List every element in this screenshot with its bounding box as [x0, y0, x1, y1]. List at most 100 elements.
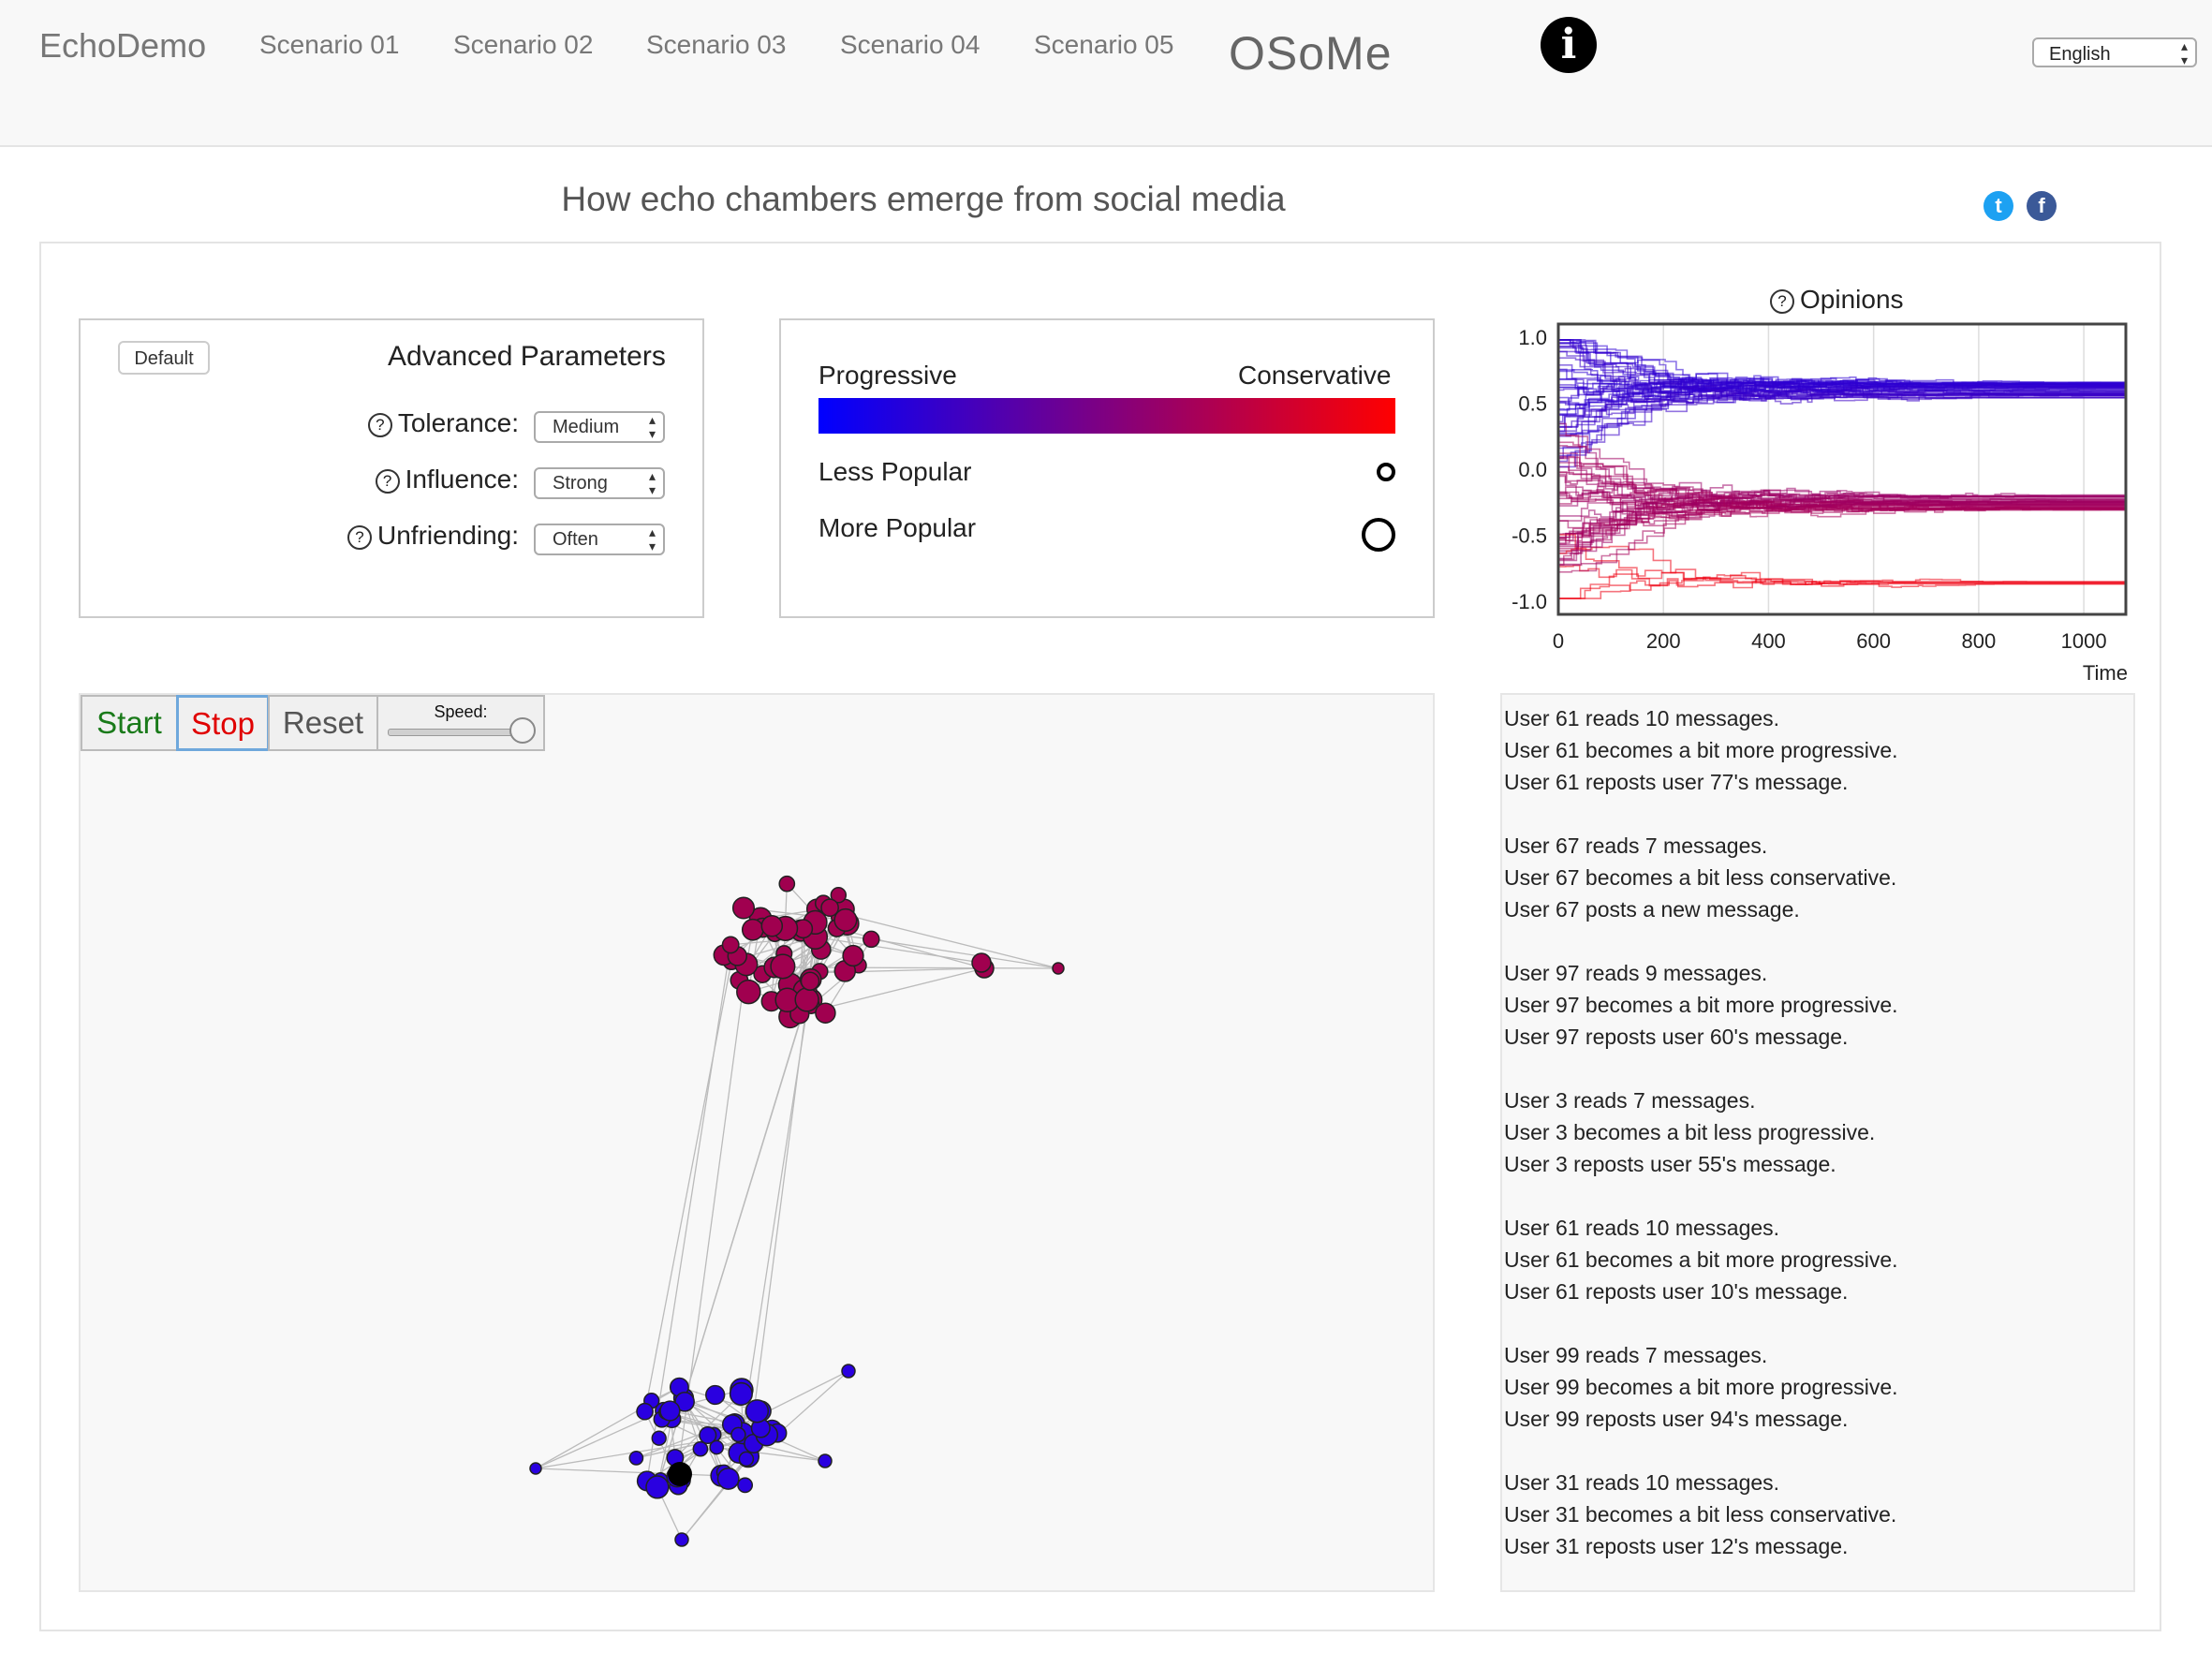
- network-node[interactable]: [659, 1400, 681, 1422]
- main-container: [39, 242, 2161, 1631]
- log-line: User 61 becomes a bit more progressive.: [1504, 1247, 1898, 1272]
- x-tick-label: 1000: [2061, 629, 2107, 653]
- influence-select[interactable]: Strong ▴ ▾: [534, 467, 665, 499]
- network-node[interactable]: [636, 1402, 654, 1421]
- network-node[interactable]: [731, 896, 756, 920]
- unfriending-select[interactable]: Often ▴ ▾: [534, 524, 665, 555]
- help-icon[interactable]: ?: [347, 525, 373, 550]
- help-icon[interactable]: ?: [367, 413, 392, 437]
- facebook-icon[interactable]: f: [2027, 191, 2057, 221]
- brand-link[interactable]: EchoDemo: [39, 26, 207, 65]
- network-node[interactable]: [692, 1440, 709, 1457]
- log-line: User 3 becomes a bit less progressive.: [1504, 1120, 1876, 1144]
- nav-scenario-03[interactable]: Scenario 03: [646, 30, 787, 59]
- network-node[interactable]: [741, 918, 764, 941]
- nav-scenario-02[interactable]: Scenario 02: [453, 30, 594, 59]
- default-button[interactable]: Default: [118, 341, 210, 375]
- log-spacer: [1504, 1053, 2133, 1084]
- nav-scenario-05[interactable]: Scenario 05: [1034, 30, 1174, 59]
- influence-value: Strong: [553, 473, 608, 494]
- network-graph[interactable]: [81, 695, 1433, 1590]
- network-node[interactable]: [971, 952, 992, 973]
- opinion-gradient-bar: [818, 398, 1395, 434]
- help-icon[interactable]: ?: [1770, 289, 1794, 314]
- network-node[interactable]: [1052, 962, 1065, 975]
- opinion-series-line: [1558, 471, 2126, 514]
- network-edge: [644, 961, 732, 1412]
- network-node[interactable]: [815, 1002, 836, 1024]
- network-node[interactable]: [705, 1384, 726, 1406]
- log-line: User 61 becomes a bit more progressive.: [1504, 738, 1898, 762]
- x-tick-label: 0: [1553, 629, 1564, 653]
- network-node[interactable]: [730, 1426, 746, 1443]
- selected-node[interactable]: [668, 1462, 692, 1486]
- tolerance-label: Tolerance:: [397, 408, 519, 437]
- network-node[interactable]: [674, 1391, 695, 1412]
- nav-scenario-04[interactable]: Scenario 04: [840, 30, 981, 59]
- reset-button[interactable]: Reset: [268, 695, 378, 751]
- network-node[interactable]: [645, 1475, 670, 1499]
- network-node[interactable]: [820, 898, 839, 918]
- network-node[interactable]: [841, 1364, 856, 1379]
- network-node[interactable]: [778, 875, 796, 893]
- log-line: User 31 becomes a bit less conservative.: [1504, 1502, 1897, 1527]
- network-edge: [535, 1409, 664, 1469]
- network-node[interactable]: [760, 914, 784, 937]
- network-edge: [815, 936, 982, 964]
- log-line: User 67 becomes a bit less conservative.: [1504, 865, 1897, 890]
- network-node[interactable]: [770, 953, 796, 980]
- navbar: EchoDemo Scenario 01 Scenario 02 Scenari…: [0, 0, 2212, 147]
- twitter-icon[interactable]: t: [1983, 191, 2013, 221]
- log-spacer: [1504, 798, 2133, 830]
- network-node[interactable]: [721, 936, 740, 954]
- network-edge: [845, 914, 1059, 969]
- x-tick-label: 200: [1646, 629, 1681, 653]
- network-node[interactable]: [863, 930, 880, 949]
- opinion-series-line: [1558, 390, 2126, 432]
- network-edge: [646, 944, 731, 1482]
- network-edge: [674, 1393, 742, 1459]
- x-tick-label: 400: [1751, 629, 1786, 653]
- nav-scenario-01[interactable]: Scenario 01: [259, 30, 400, 59]
- stop-button[interactable]: Stop: [176, 695, 270, 751]
- language-select[interactable]: English ▴ ▾: [2032, 37, 2197, 67]
- reset-label: Reset: [282, 705, 364, 740]
- network-node[interactable]: [800, 971, 820, 991]
- network-node[interactable]: [674, 1532, 689, 1547]
- network-node[interactable]: [830, 887, 848, 904]
- opinion-series-line: [1558, 392, 2126, 425]
- unfriending-value: Often: [553, 529, 598, 550]
- network-node[interactable]: [699, 1425, 717, 1445]
- opinion-series-line: [1558, 380, 2126, 397]
- help-icon[interactable]: ?: [375, 469, 400, 494]
- network-node[interactable]: [729, 1381, 753, 1406]
- speed-slider-thumb[interactable]: [509, 717, 536, 744]
- log-spacer: [1504, 1435, 2133, 1467]
- network-area[interactable]: [79, 693, 1435, 1592]
- chart-title-text: Opinions: [1800, 285, 1904, 314]
- log-line: User 31 reposts user 12's message.: [1504, 1534, 1849, 1558]
- network-node[interactable]: [745, 1399, 770, 1424]
- speed-label: Speed:: [434, 702, 488, 721]
- network-node[interactable]: [794, 987, 819, 1012]
- select-arrows-icon: ▴ ▾: [648, 412, 656, 441]
- osome-logo[interactable]: OSoMe: [1229, 27, 1393, 80]
- info-icon[interactable]: i: [1541, 17, 1597, 73]
- small-node-icon: [1377, 463, 1395, 481]
- log-line: User 97 reposts user 60's message.: [1504, 1025, 1849, 1049]
- network-node[interactable]: [842, 944, 864, 967]
- network-node[interactable]: [818, 1453, 833, 1468]
- network-node[interactable]: [738, 1451, 755, 1468]
- network-node[interactable]: [709, 1439, 725, 1455]
- network-node[interactable]: [628, 1451, 644, 1466]
- network-node[interactable]: [651, 1430, 667, 1446]
- network-node[interactable]: [736, 979, 761, 1005]
- tolerance-label-row: ? Tolerance:: [367, 408, 519, 438]
- start-button[interactable]: Start: [81, 695, 178, 751]
- network-node[interactable]: [529, 1462, 542, 1475]
- select-arrows-icon: ▴ ▾: [2180, 38, 2188, 67]
- network-node[interactable]: [716, 1467, 740, 1490]
- network-node[interactable]: [737, 1477, 754, 1494]
- tolerance-select[interactable]: Medium ▴ ▾: [534, 411, 665, 443]
- network-node[interactable]: [833, 907, 858, 932]
